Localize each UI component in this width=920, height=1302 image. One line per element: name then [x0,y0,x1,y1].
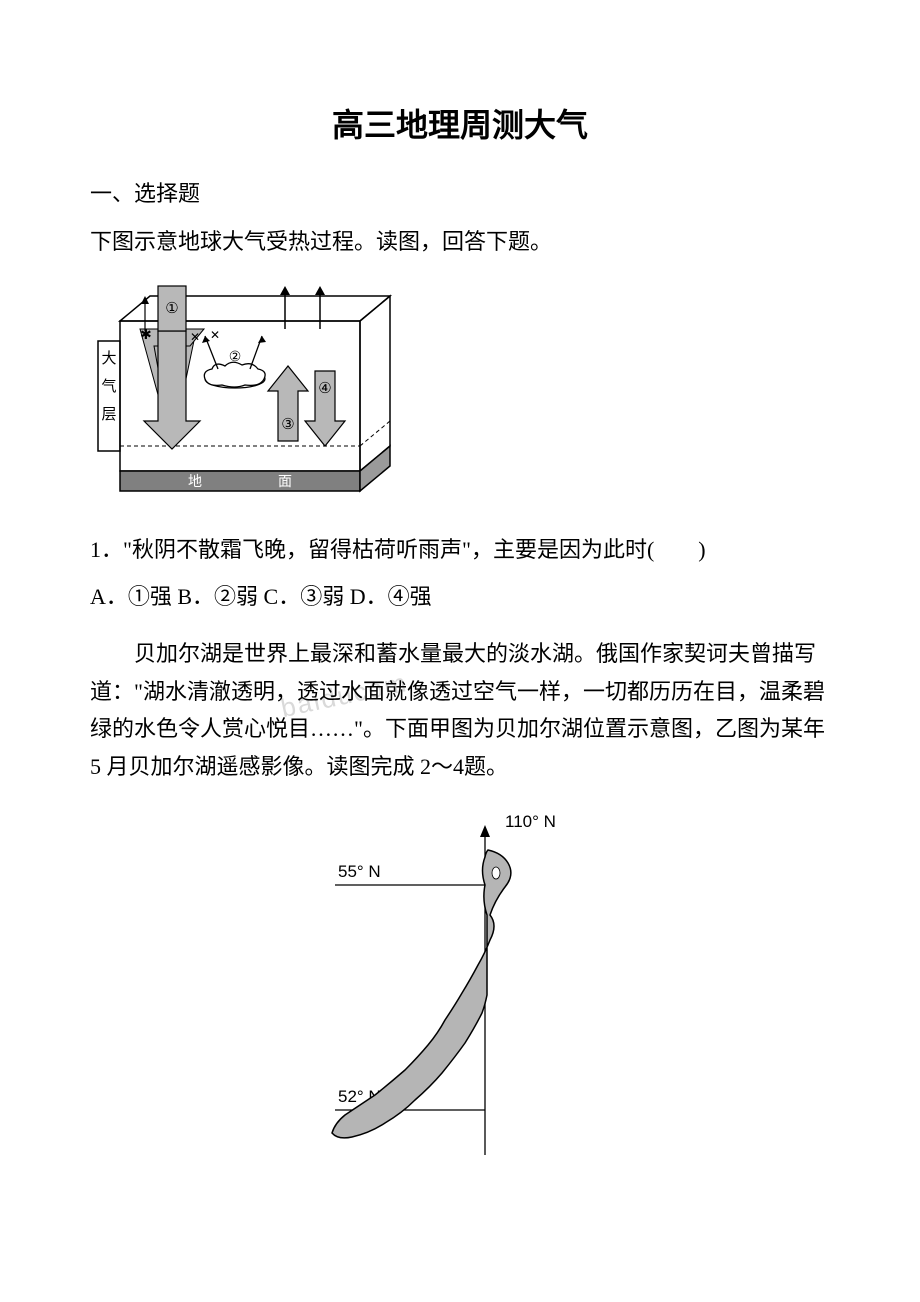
figure-2-baikal-map: 110° N 55° N 52° N [90,805,830,1175]
svg-text:面: 面 [278,475,292,490]
svg-text:③: ③ [281,417,294,433]
svg-text:①: ① [165,301,178,317]
options-1: A．①强 B．②弱 C．③弱 D．④强 [90,578,830,615]
svg-text:✕: ✕ [210,328,220,342]
svg-text:✕: ✕ [190,330,200,344]
svg-text:④: ④ [318,381,331,397]
passage-2: 贝加尔湖是世界上最深和蓄水量最大的淡水湖。俄国作家契诃夫曾描写道："湖水清澈透明… [90,635,830,785]
question-1: 1．"秋阴不散霜飞晚，留得枯荷听雨声"，主要是因为此时( ) [90,531,830,568]
svg-text:②: ② [229,350,242,365]
document-title: 高三地理周测大气 [90,100,830,146]
svg-text:地: 地 [188,474,202,490]
svg-text:110° N: 110° N [505,812,556,831]
figure-1-atmosphere: 大 气 层 地 面 ① ① ② ✱ [90,281,830,511]
svg-text:气: 气 [101,378,116,395]
intro-paragraph: 下图示意地球大气受热过程。读图，回答下题。 [90,223,830,260]
svg-text:✱: ✱ [140,328,152,343]
svg-text:55° N: 55° N [338,862,381,881]
section-heading: 一、选择题 [90,176,830,211]
svg-text:层: 层 [101,407,116,423]
svg-text:大: 大 [101,350,116,367]
